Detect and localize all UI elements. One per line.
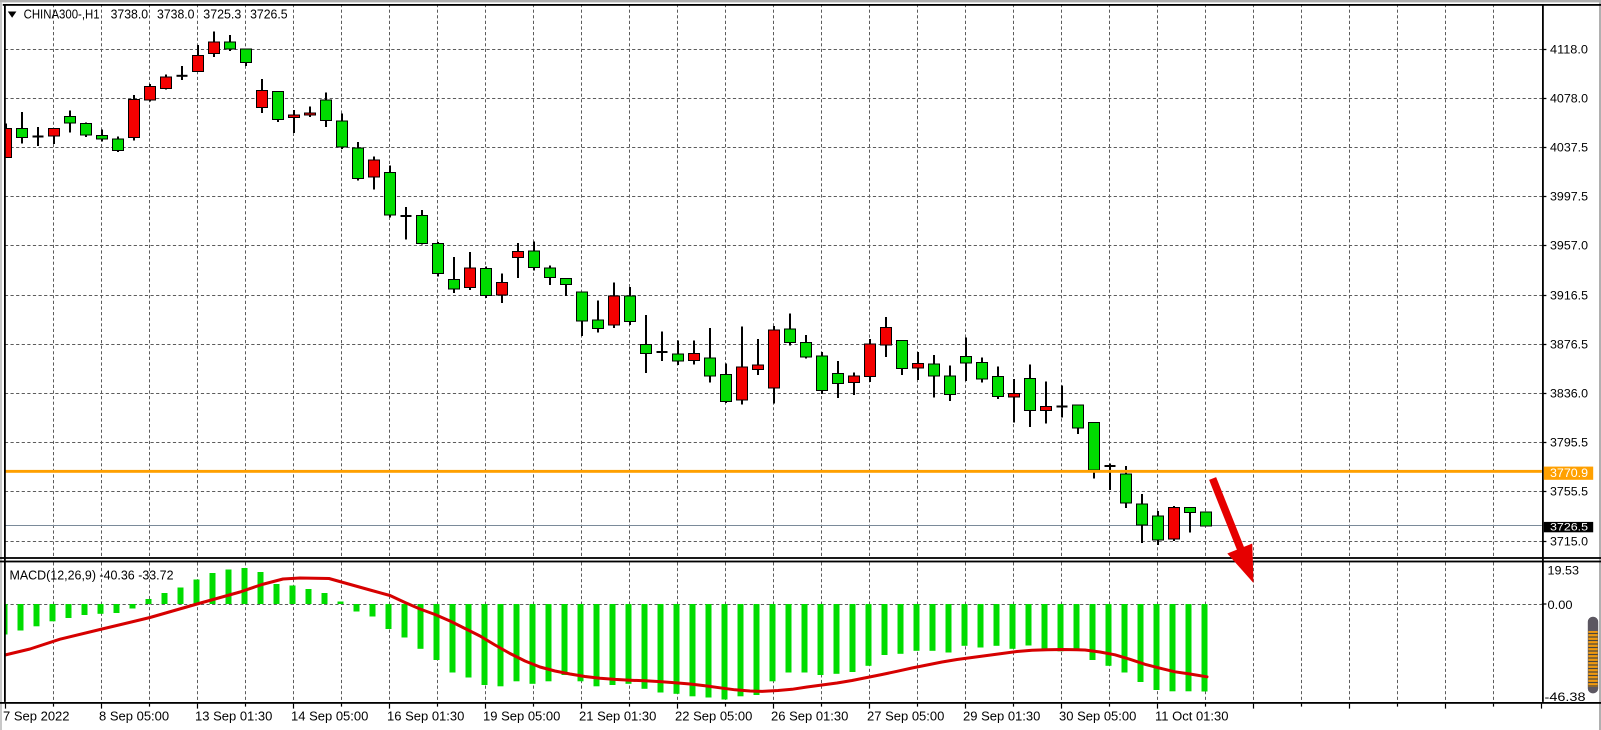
svg-text:3738.0: 3738.0 [111,7,149,22]
svg-text:22 Sep 05:00: 22 Sep 05:00 [675,708,752,723]
svg-text:13 Sep 01:30: 13 Sep 01:30 [195,708,272,723]
svg-text:3725.3: 3725.3 [203,7,241,22]
svg-text:3770.9: 3770.9 [1550,468,1588,480]
svg-text:-46.38: -46.38 [1545,692,1586,704]
svg-text:3876.5: 3876.5 [1550,340,1588,352]
svg-text:3715.0: 3715.0 [1550,537,1588,549]
svg-text:4118.0: 4118.0 [1550,45,1588,57]
svg-text:30 Sep 05:00: 30 Sep 05:00 [1059,708,1136,723]
svg-text:4037.5: 4037.5 [1550,143,1588,155]
svg-text:7 Sep 2022: 7 Sep 2022 [3,708,70,723]
svg-text:21 Sep 01:30: 21 Sep 01:30 [579,708,656,723]
svg-text:19 Sep 05:00: 19 Sep 05:00 [483,708,560,723]
svg-text:29 Sep 01:30: 29 Sep 01:30 [963,708,1040,723]
svg-text:0.00: 0.00 [1548,600,1573,612]
svg-text:27 Sep 05:00: 27 Sep 05:00 [867,708,944,723]
svg-text:26 Sep 01:30: 26 Sep 01:30 [771,708,848,723]
svg-text:3795.5: 3795.5 [1550,438,1588,450]
svg-text:19.53: 19.53 [1548,565,1580,577]
svg-text:11 Oct 01:30: 11 Oct 01:30 [1155,708,1228,723]
svg-text:16 Sep 01:30: 16 Sep 01:30 [387,708,464,723]
svg-text:4078.0: 4078.0 [1550,94,1588,106]
svg-text:14 Sep 05:00: 14 Sep 05:00 [291,708,368,723]
svg-text:3836.0: 3836.0 [1550,389,1588,401]
svg-text:8 Sep 05:00: 8 Sep 05:00 [99,708,169,723]
svg-text:3755.5: 3755.5 [1550,487,1588,499]
svg-text:3916.5: 3916.5 [1550,291,1588,303]
svg-text:3957.0: 3957.0 [1550,241,1588,253]
svg-text:3997.5: 3997.5 [1550,192,1588,204]
svg-text:CHINA300-,H1: CHINA300-,H1 [24,7,100,22]
svg-text:3726.5: 3726.5 [1550,522,1588,534]
svg-text:MACD(12,26,9) -40.36 -33.72: MACD(12,26,9) -40.36 -33.72 [10,567,174,582]
svg-text:3726.5: 3726.5 [250,7,288,22]
svg-text:3738.0: 3738.0 [157,7,195,22]
